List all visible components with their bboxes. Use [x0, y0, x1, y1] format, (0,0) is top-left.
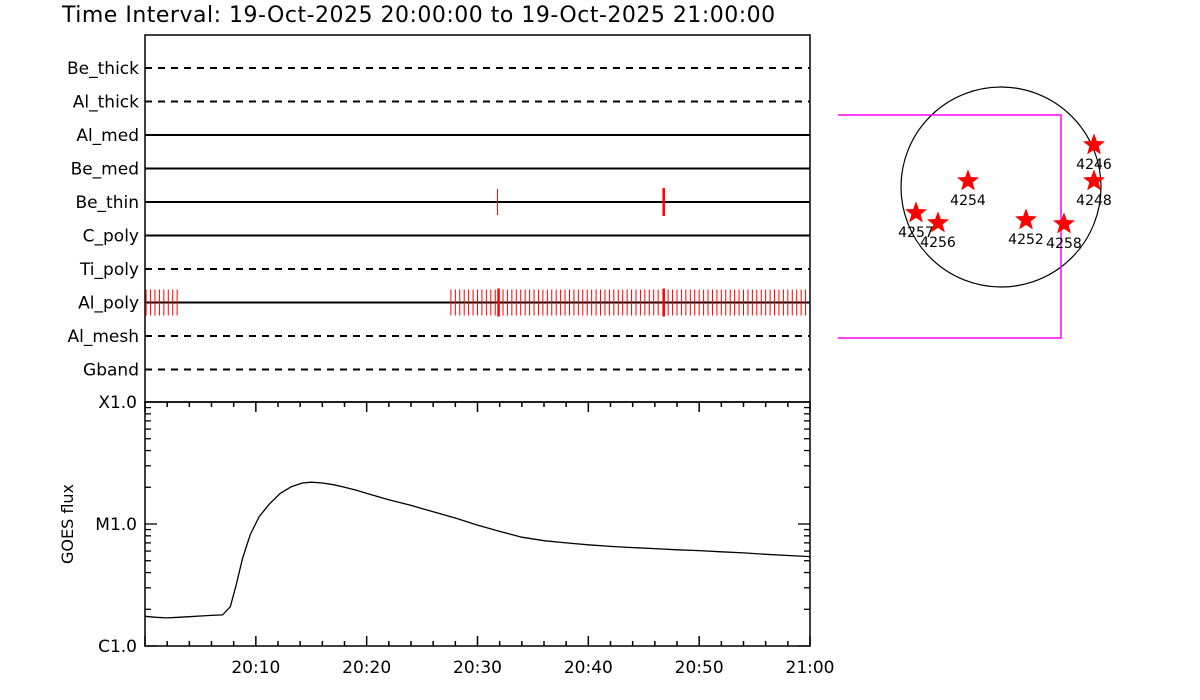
ar-star-marker — [1082, 133, 1106, 155]
filter-timeline-panel: Be_thick Al_thick Al_med Be_med Be_thin C_pol… — [67, 34, 811, 403]
goes-flux-line — [144, 481, 811, 619]
filter-label: Be_med — [71, 160, 139, 180]
chart-title: Time Interval: 19-Oct-2025 20:00:00 to 1… — [62, 3, 776, 28]
ar-label: 4246 — [1076, 157, 1112, 173]
y-tick-label: M1.0 — [95, 515, 137, 535]
ar-label: 4256 — [920, 235, 956, 251]
y-axis-label: GOES flux — [58, 484, 77, 564]
ar-star-marker — [1014, 208, 1038, 230]
filter-label: Be_thick — [67, 59, 139, 79]
x-tick-label: 21:00 — [786, 658, 835, 678]
filter-label: Ti_poly — [79, 260, 139, 280]
ar-star-marker — [904, 201, 928, 223]
y-tick-label: X1.0 — [98, 393, 137, 413]
goes-frame — [144, 401, 811, 647]
x-tick-label: 20:20 — [342, 658, 391, 678]
ar-label: 4258 — [1046, 236, 1082, 252]
filter-label: C_poly — [83, 227, 139, 247]
x-tick-label: 20:30 — [453, 658, 502, 678]
ar-label: 4248 — [1076, 193, 1112, 209]
ar-star-marker — [926, 211, 950, 233]
y-tick-label: C1.0 — [98, 637, 137, 657]
ar-label: 4252 — [1008, 232, 1044, 248]
ar-star-marker — [956, 169, 980, 191]
ar-label: 4257 — [898, 225, 934, 241]
filter-label: Al_poly — [78, 294, 139, 314]
fov-box — [838, 114, 1062, 339]
filter-label: Al_thick — [73, 93, 139, 113]
filter-label: Gband — [83, 361, 139, 381]
ar-star-marker — [1052, 212, 1076, 234]
solar-disk-limb — [900, 86, 1102, 288]
x-tick-label: 20:10 — [231, 658, 280, 678]
goes-flux-panel: 20:10 20:20 20:30 20:40 20:50 21:00 C1.0 M1.0 X1… — [58, 393, 835, 678]
timeline-frame — [144, 34, 811, 403]
filter-label: Al_mesh — [67, 327, 139, 347]
filter-label: Al_med — [76, 126, 139, 146]
filter-label: Be_thin — [75, 193, 139, 213]
x-tick-label: 20:50 — [675, 658, 724, 678]
ar-star-marker — [1082, 169, 1106, 191]
ar-label: 4254 — [950, 193, 986, 209]
x-tick-label: 20:40 — [564, 658, 613, 678]
